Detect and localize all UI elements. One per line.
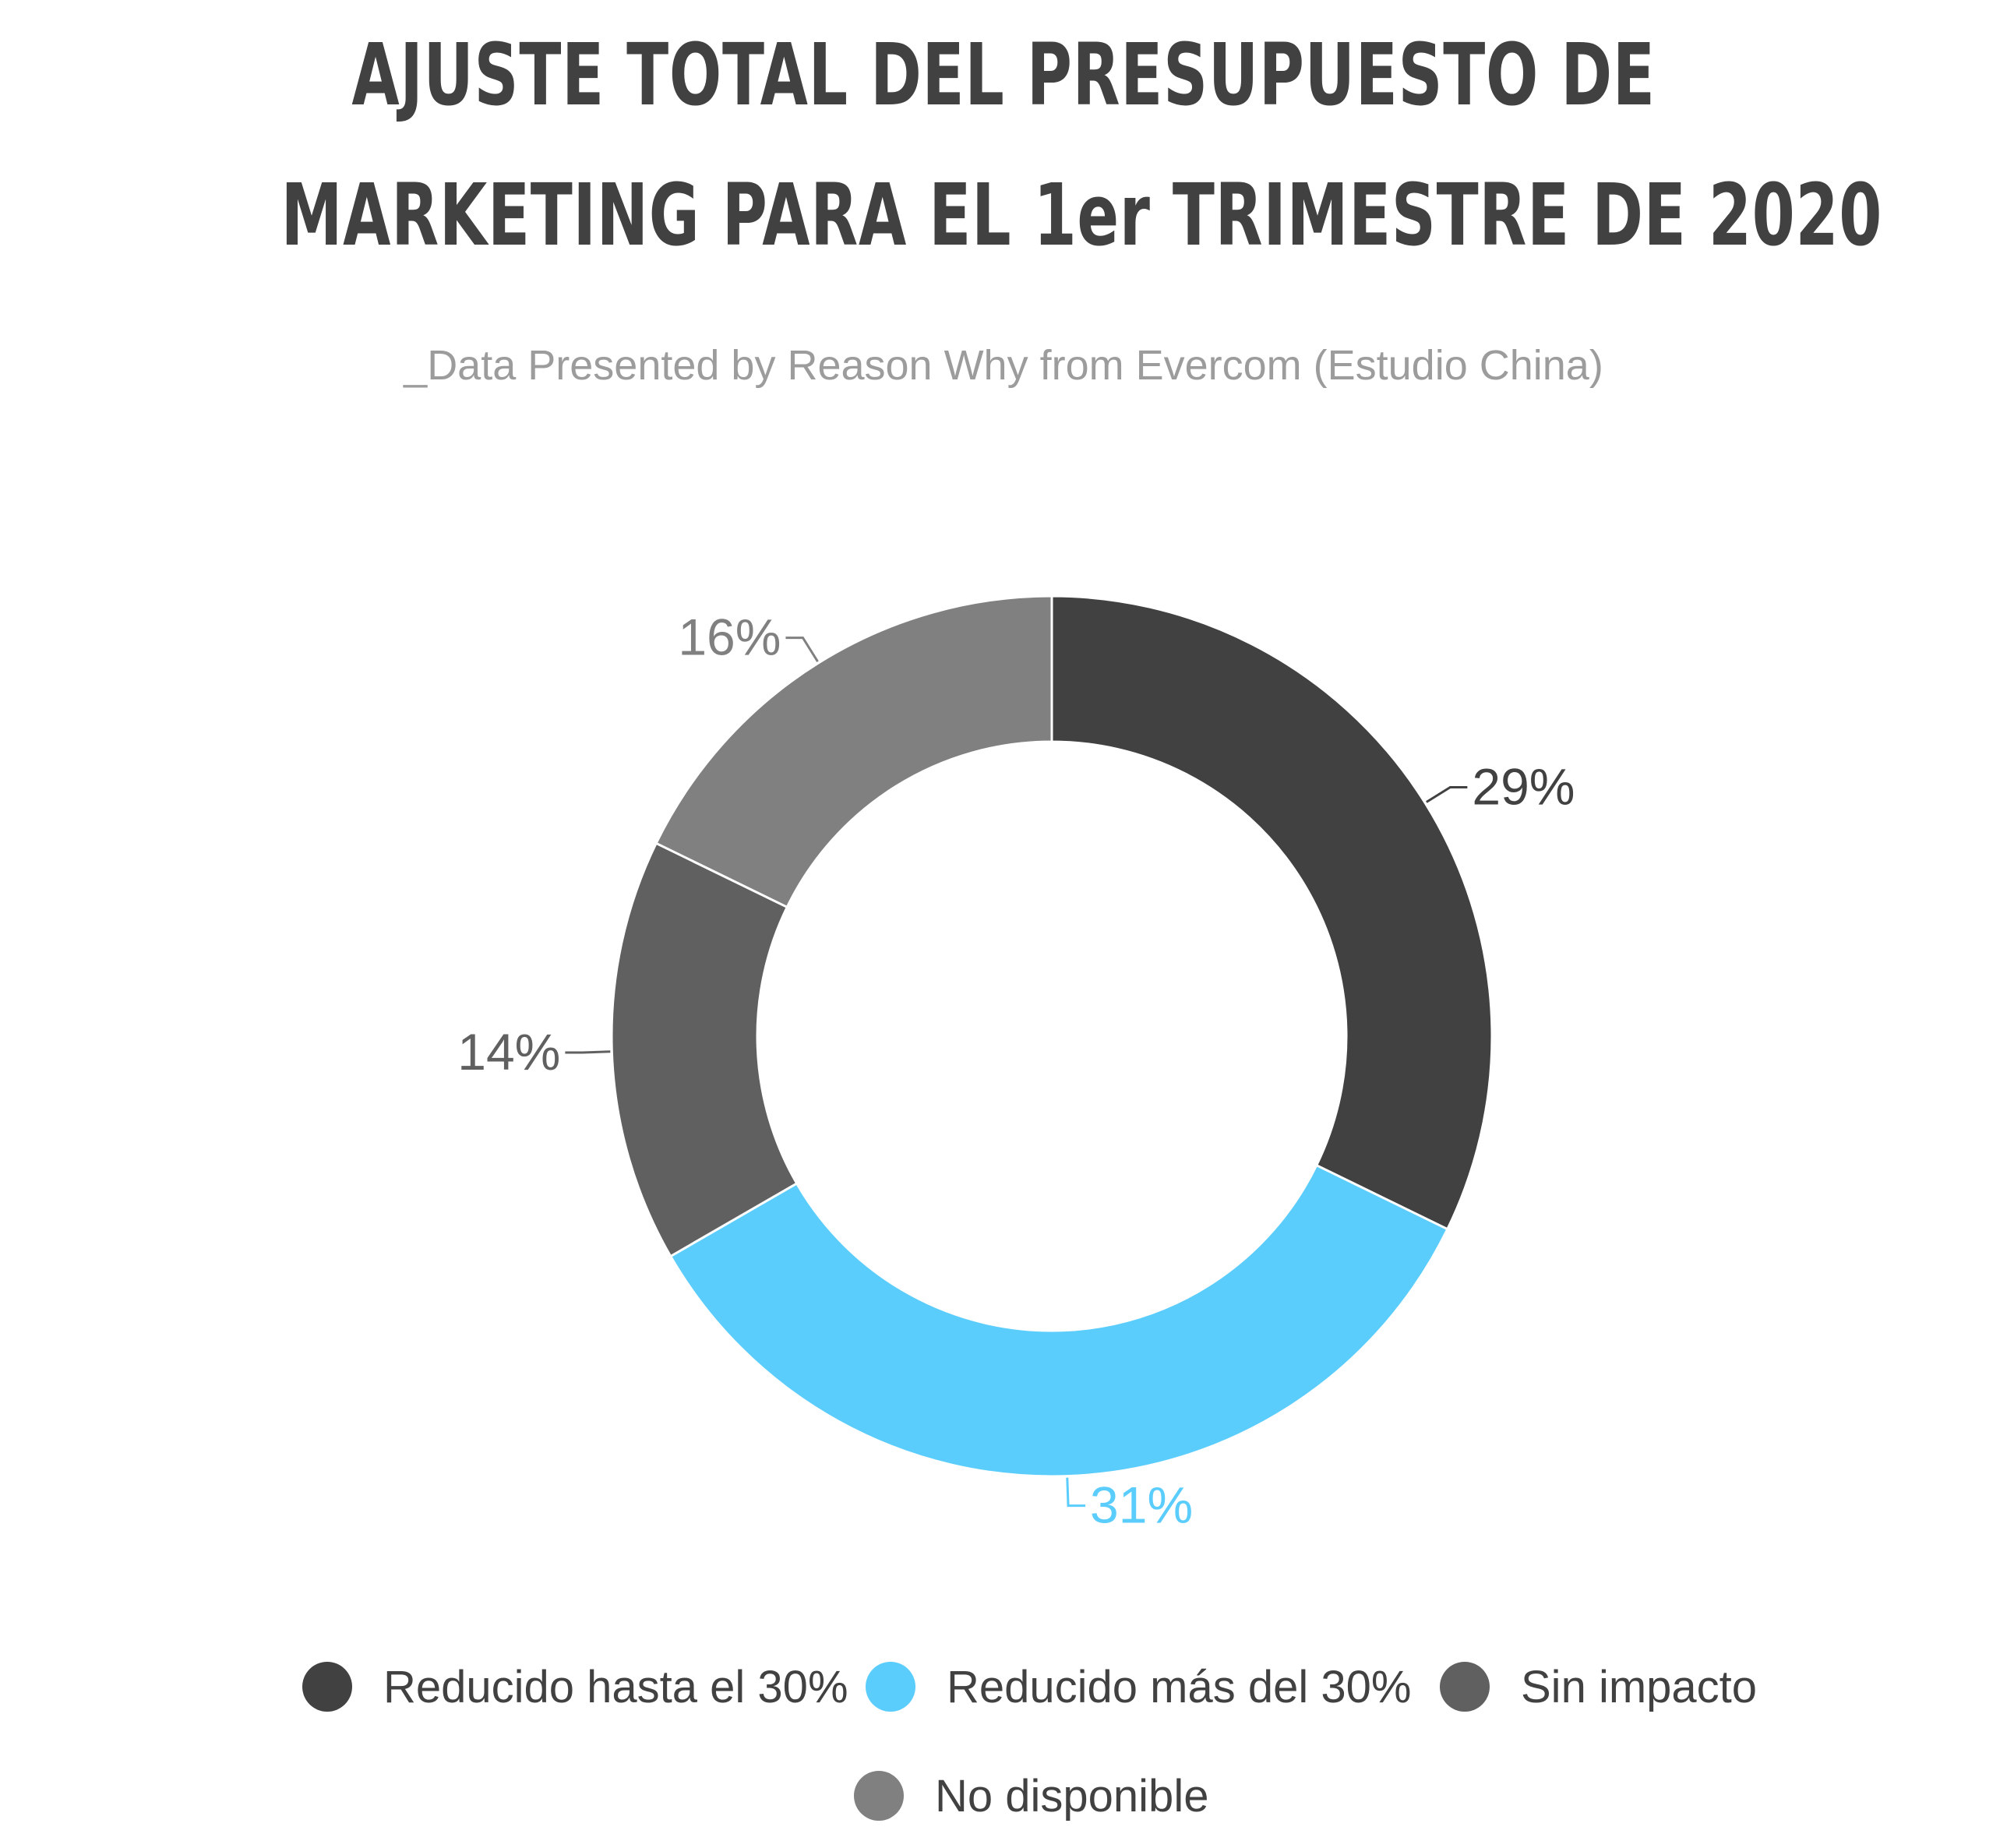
slice-label-reducido-mas-del-30: 31%	[1090, 1476, 1193, 1534]
legend-label-reducido-mas-del-30: Reducido más del 30%	[947, 1662, 1411, 1712]
donut-slice-reducido-hasta-el-30	[1050, 594, 1494, 1231]
legend-marker-reducido-hasta-el-30	[302, 1662, 352, 1712]
chart-subtitle: _Data Presented by Reason Why from Everc…	[404, 342, 1603, 389]
leader-line-reducido-mas-del-30	[1066, 1477, 1086, 1508]
legend-label-reducido-hasta-el-30: Reducido hasta el 30%	[383, 1662, 848, 1712]
leader-line-reducido-hasta-el-30	[1426, 785, 1468, 803]
leader-line-sin-impacto	[565, 1050, 611, 1054]
donut-slice-no-disponible	[654, 594, 1053, 909]
legend-marker-reducido-mas-del-30	[866, 1662, 915, 1712]
donut-slice-sin-impacto	[610, 841, 799, 1258]
chart-title-line-1: AJUSTE TOTAL DEL PRESUPUESTO DE	[351, 25, 1656, 125]
leader-line-no-disponible	[785, 637, 819, 662]
slice-label-sin-impacto: 14%	[457, 1023, 560, 1081]
chart-title-line-2: MARKETING PARA EL 1er TRIMESTRE DE 2020	[280, 165, 1883, 265]
slice-label-reducido-hasta-el-30: 29%	[1472, 757, 1575, 815]
donut-slice-reducido-mas-del-30	[668, 1163, 1449, 1478]
slice-label-no-disponible: 16%	[678, 608, 781, 666]
legend-label-no-disponible: No disponible	[935, 1771, 1208, 1822]
legend-marker-no-disponible	[854, 1771, 904, 1821]
legend-marker-sin-impacto	[1440, 1662, 1490, 1712]
legend-label-sin-impacto: Sin impacto	[1521, 1662, 1757, 1712]
